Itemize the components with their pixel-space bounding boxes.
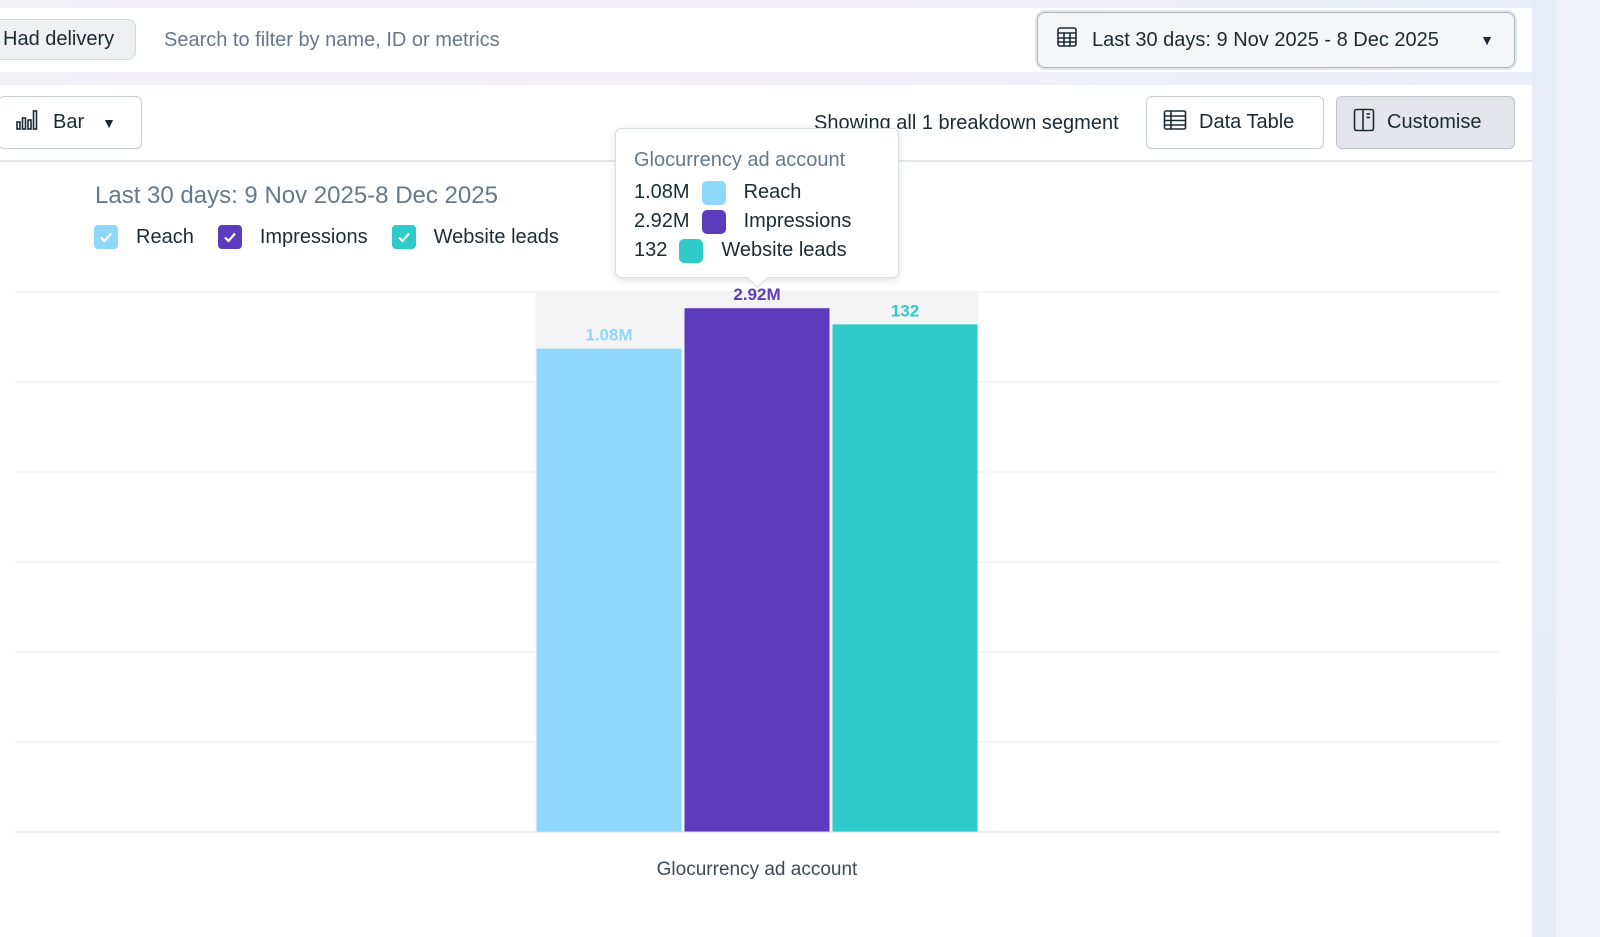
- tooltip-swatch: [701, 180, 726, 205]
- tooltip-value: 132: [634, 239, 668, 261]
- calendar-grid-icon: [1056, 26, 1078, 54]
- right-edge-panel: [1532, 0, 1600, 937]
- x-tick-label: Glocurrency ad account: [657, 859, 858, 880]
- bar-data-label: 2.92M: [733, 285, 780, 304]
- tooltip-row: 1.08M Reach: [634, 178, 880, 207]
- tooltip-title: Glocurrency ad account: [634, 149, 846, 171]
- tooltip-series-name: Website leads: [721, 239, 847, 261]
- caret-down-icon: ▼: [102, 114, 116, 131]
- tooltip-value: 1.08M: [634, 181, 690, 203]
- legend-label: Website leads: [433, 225, 559, 248]
- bar-data-label: 132: [891, 301, 919, 320]
- table-icon: [1163, 109, 1187, 137]
- legend-label: Impressions: [259, 225, 368, 248]
- tooltip-series-name: Reach: [743, 181, 802, 203]
- checkbox-checked-icon[interactable]: [217, 225, 242, 249]
- chart-tooltip: Glocurrency ad account 1.08M Reach 2.92M Im…: [615, 128, 899, 278]
- data-table-button[interactable]: Data Table: [1146, 96, 1324, 149]
- legend-item-impressions[interactable]: Impressions: [217, 225, 368, 249]
- bar-impressions: [684, 308, 830, 832]
- chart-legend: Reach Impressions Website leads: [94, 225, 583, 249]
- data-table-label: Data Table: [1199, 111, 1295, 133]
- date-range-label: Last 30 days: 9 Nov 2025 - 8 Dec 2025: [1092, 28, 1439, 51]
- legend-item-website-leads[interactable]: Website leads: [391, 225, 559, 249]
- legend-item-reach[interactable]: Reach: [94, 225, 194, 249]
- bar-chart: 1.08M 2.92M 132 Glocurrency ad account: [15, 285, 1500, 880]
- bar-website-leads: [832, 324, 978, 832]
- chart-type-dropdown[interactable]: Bar ▼: [0, 96, 142, 149]
- tooltip-series-name: Impressions: [743, 210, 852, 232]
- bar-reach: [536, 348, 682, 832]
- chart-panel: Bar ▼ Showing all 1 breakdown segment Da…: [0, 85, 1532, 937]
- filter-chip-label: Had delivery: [3, 28, 115, 50]
- chart-type-label: Bar: [53, 111, 85, 133]
- tooltip-value: 2.92M: [634, 210, 690, 232]
- legend-label: Reach: [136, 225, 194, 248]
- customise-button[interactable]: Customise: [1336, 96, 1515, 149]
- filter-chip-had-delivery[interactable]: Had delivery: [0, 19, 136, 60]
- tooltip-row: 132 Website leads: [634, 236, 880, 265]
- customise-label: Customise: [1387, 111, 1482, 133]
- tooltip-swatch: [679, 238, 704, 263]
- tooltip-swatch: [701, 209, 726, 234]
- chart-title: Last 30 days: 9 Nov 2025-8 Dec 2025: [95, 182, 498, 209]
- bar-chart-icon: [15, 108, 39, 138]
- caret-down-icon: ▼: [1480, 32, 1494, 48]
- checkbox-checked-icon[interactable]: [391, 225, 416, 249]
- date-range-button[interactable]: Last 30 days: 9 Nov 2025 - 8 Dec 2025 ▼: [1037, 12, 1515, 68]
- bar-data-label: 1.08M: [585, 326, 632, 345]
- checkbox-checked-icon[interactable]: [94, 225, 118, 249]
- search-input[interactable]: [150, 20, 1010, 60]
- panel-icon: [1353, 108, 1375, 138]
- tooltip-row: 2.92M Impressions: [634, 207, 880, 236]
